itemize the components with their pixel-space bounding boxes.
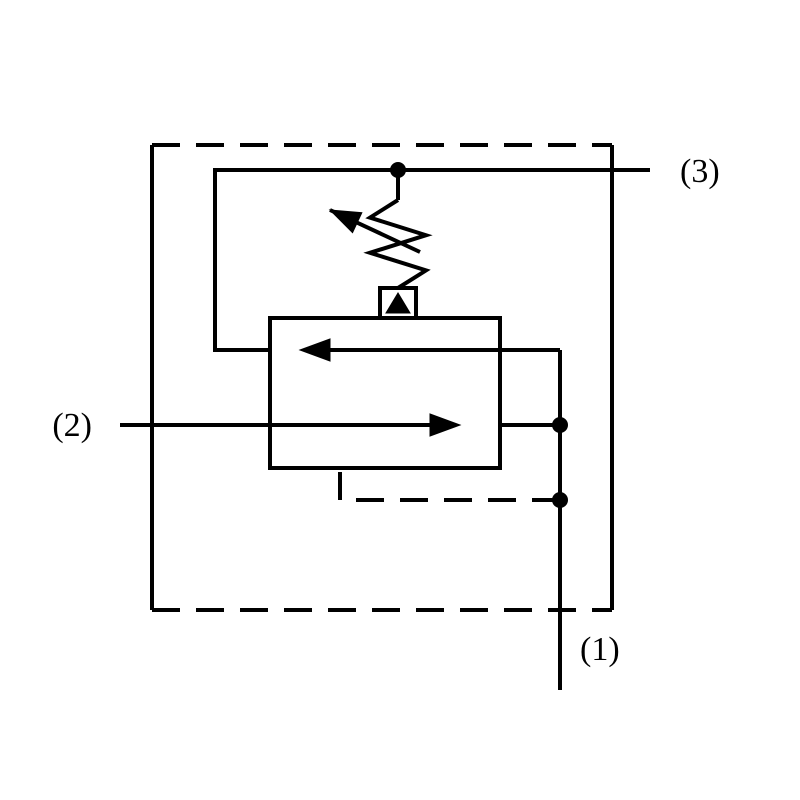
- hydraulic-schematic: (1) (2) (3): [0, 0, 800, 800]
- port-label-3: (3): [680, 153, 720, 190]
- port-label-2: (2): [52, 407, 92, 444]
- port-label-1: (1): [580, 631, 620, 668]
